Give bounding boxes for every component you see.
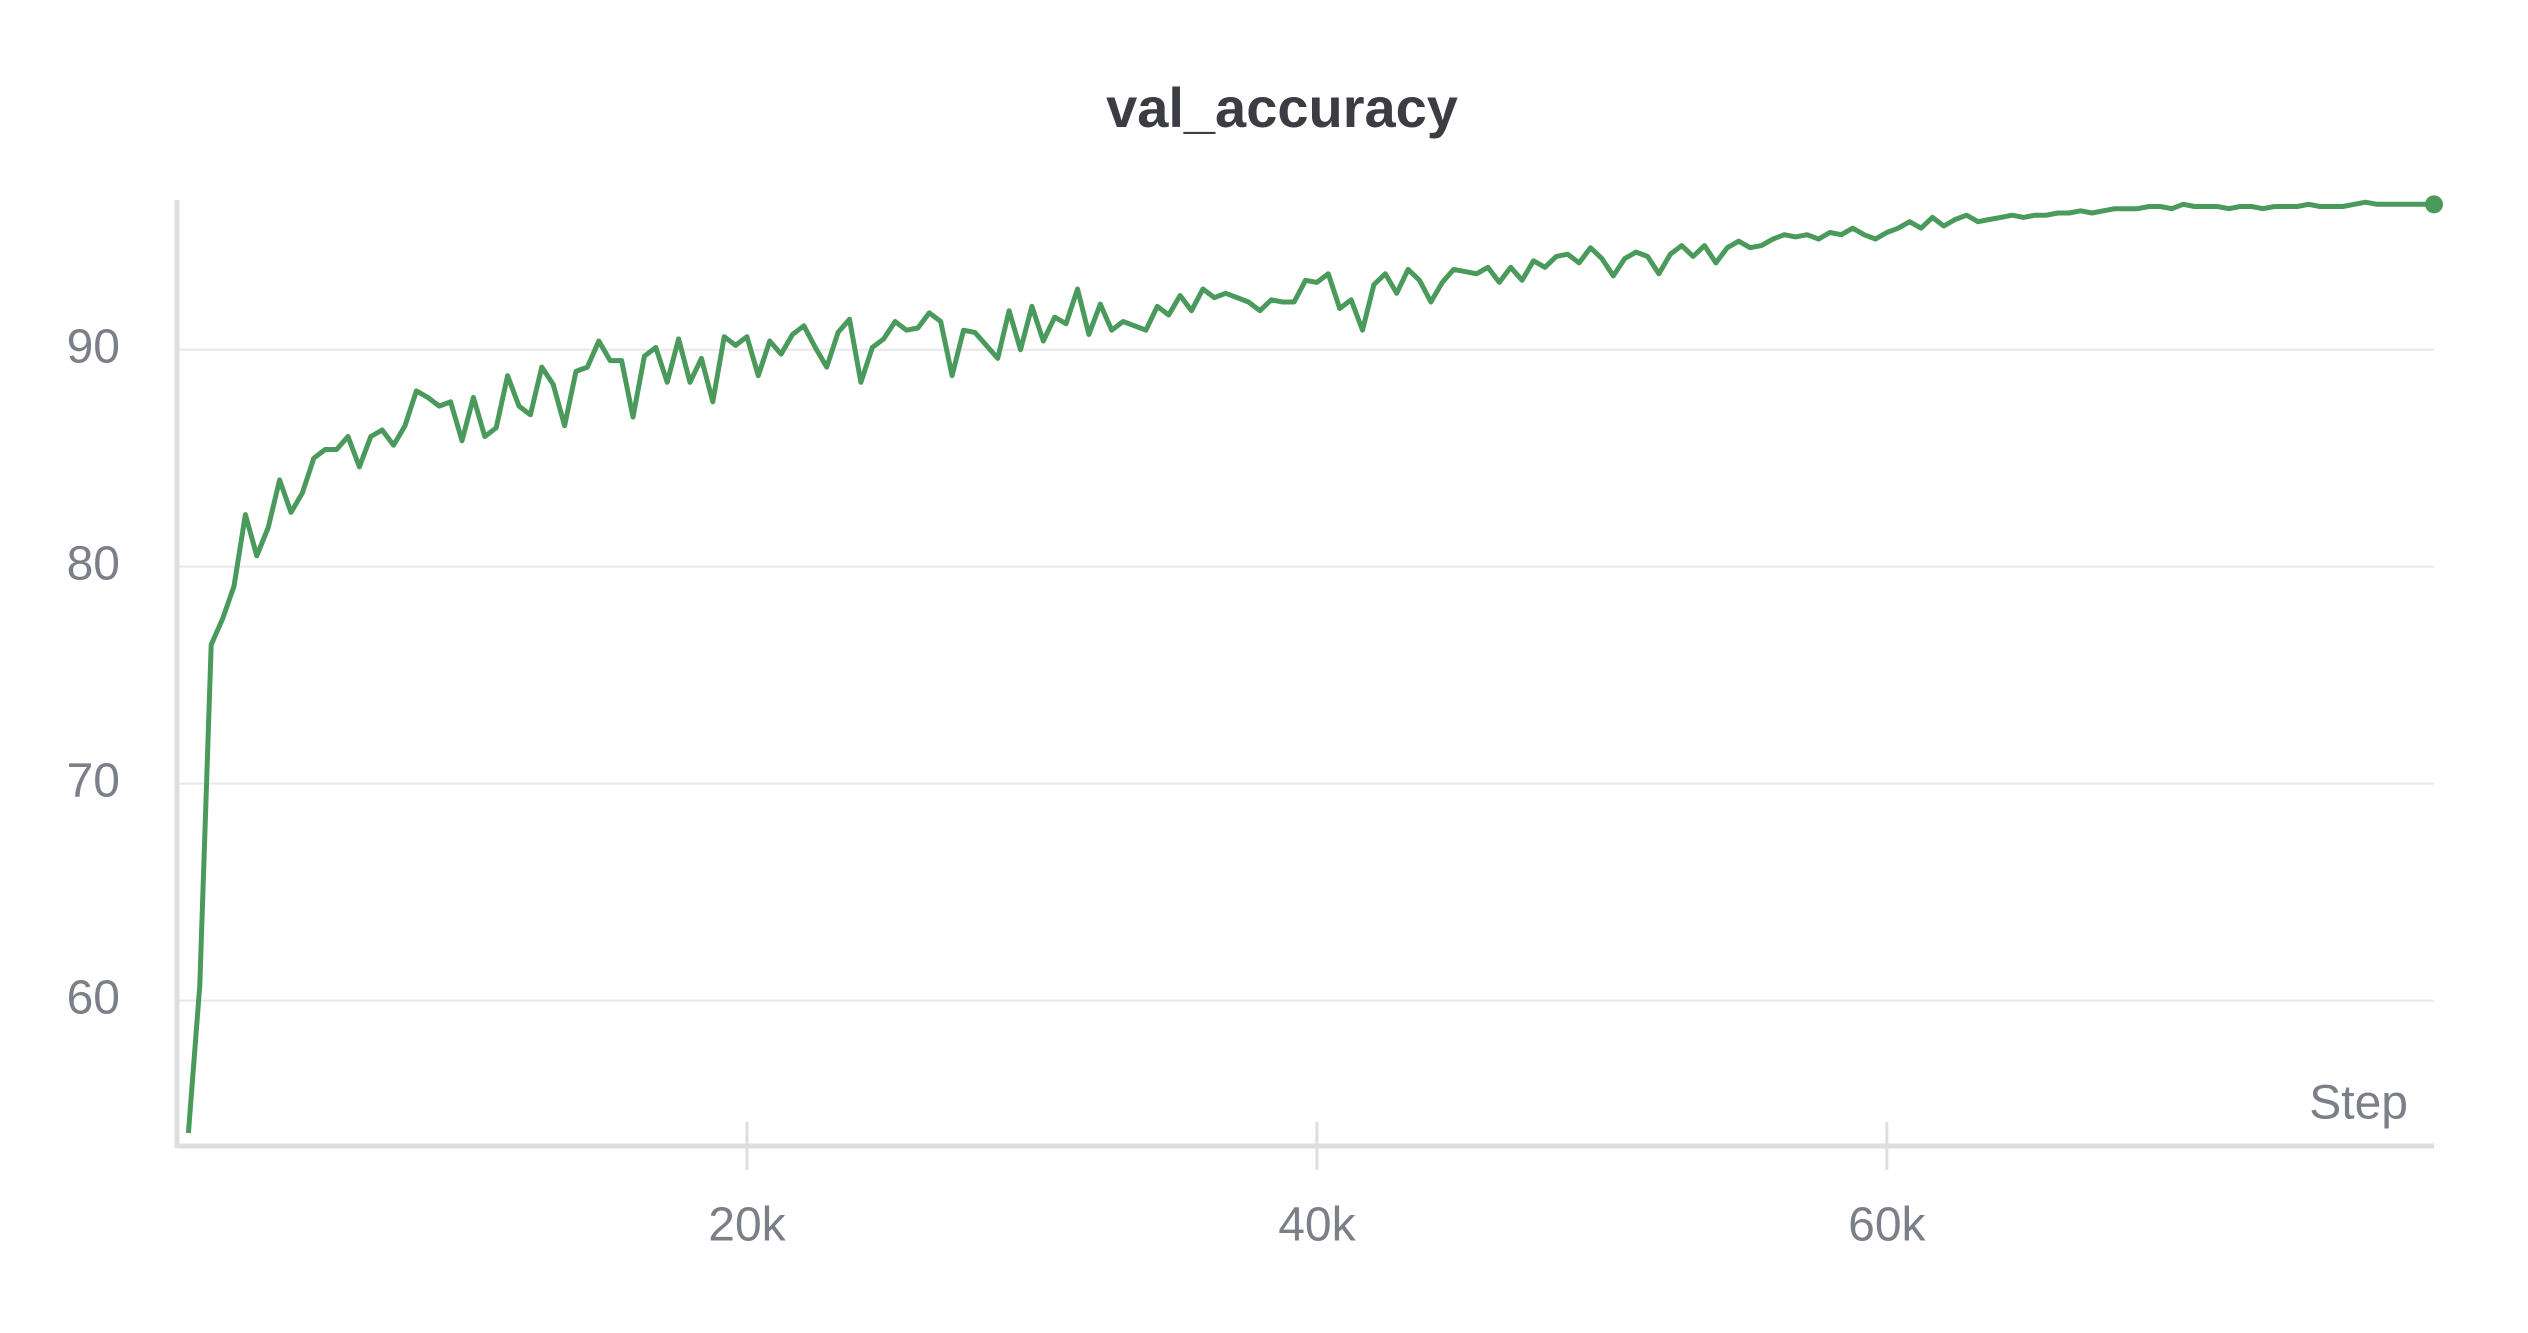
x-tick-label: 60k <box>1848 1199 1926 1252</box>
y-tick-label: 70 <box>67 754 120 807</box>
y-tick-label: 80 <box>67 537 120 590</box>
y-tick-label: 60 <box>67 971 120 1024</box>
x-tick-label: 40k <box>1278 1199 1356 1252</box>
chart-title: val_accuracy <box>1106 76 1458 139</box>
last-point <box>2425 195 2443 214</box>
x-axis-label: Step <box>2309 1077 2408 1130</box>
x-tick-label: 20k <box>708 1199 786 1252</box>
data-line <box>185 199 2434 1134</box>
y-tick-label: 90 <box>67 320 120 373</box>
